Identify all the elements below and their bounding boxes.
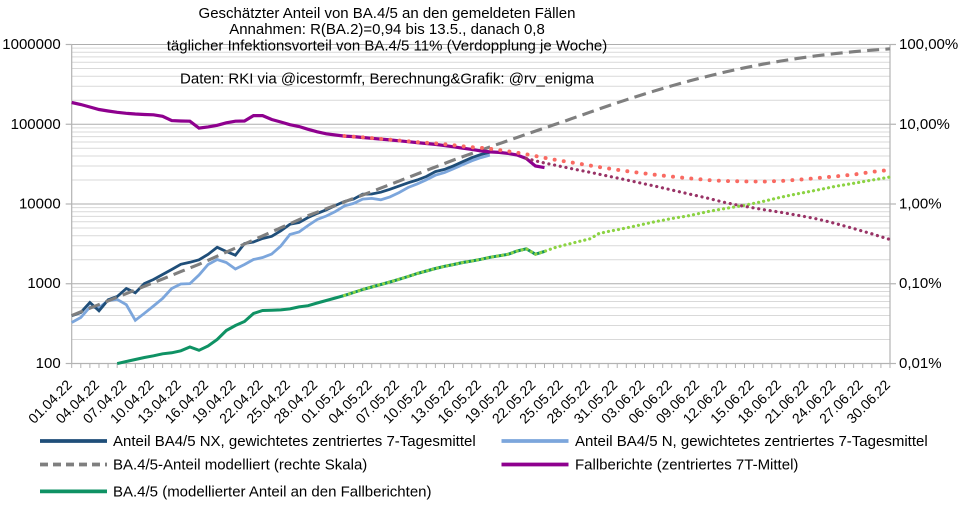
svg-text:0,10%: 0,10% — [899, 275, 942, 292]
svg-text:1,00%: 1,00% — [899, 196, 942, 213]
svg-text:Anteil BA4/5 N, gewichtetes ze: Anteil BA4/5 N, gewichtetes zentriertes … — [575, 433, 928, 450]
svg-text:Annahmen: R(BA.2)=0,94 bis 13.: Annahmen: R(BA.2)=0,94 bis 13.5., danach… — [229, 21, 545, 38]
svg-text:10,00%: 10,00% — [899, 116, 950, 133]
svg-text:100: 100 — [36, 355, 61, 372]
svg-text:Anteil BA4/5 NX, gewichtetes z: Anteil BA4/5 NX, gewichtetes zentriertes… — [113, 433, 476, 450]
svg-text:1000000: 1000000 — [2, 36, 60, 53]
svg-text:100000: 100000 — [11, 116, 61, 133]
svg-text:10000: 10000 — [19, 196, 61, 213]
svg-text:BA.4/5 (modellierter Anteil an: BA.4/5 (modellierter Anteil an den Fallb… — [113, 483, 432, 500]
svg-text:BA.4/5-Anteil modelliert (rech: BA.4/5-Anteil modelliert (rechte Skala) — [113, 457, 367, 474]
svg-text:1000: 1000 — [27, 275, 60, 292]
svg-text:Geschätzter Anteil von BA.4/5: Geschätzter Anteil von BA.4/5 an den gem… — [199, 5, 576, 22]
svg-text:100,00%: 100,00% — [899, 36, 958, 53]
svg-text:Daten: RKI via @icestormfr, Be: Daten: RKI via @icestormfr, Berechnung&G… — [180, 70, 595, 87]
svg-text:Fallberichte (zentriertes 7T-M: Fallberichte (zentriertes 7T-Mittel) — [575, 457, 798, 474]
svg-text:0,01%: 0,01% — [899, 355, 942, 372]
svg-text:täglicher Infektionsvorteil vo: täglicher Infektionsvorteil von BA.4/5 1… — [167, 38, 608, 55]
